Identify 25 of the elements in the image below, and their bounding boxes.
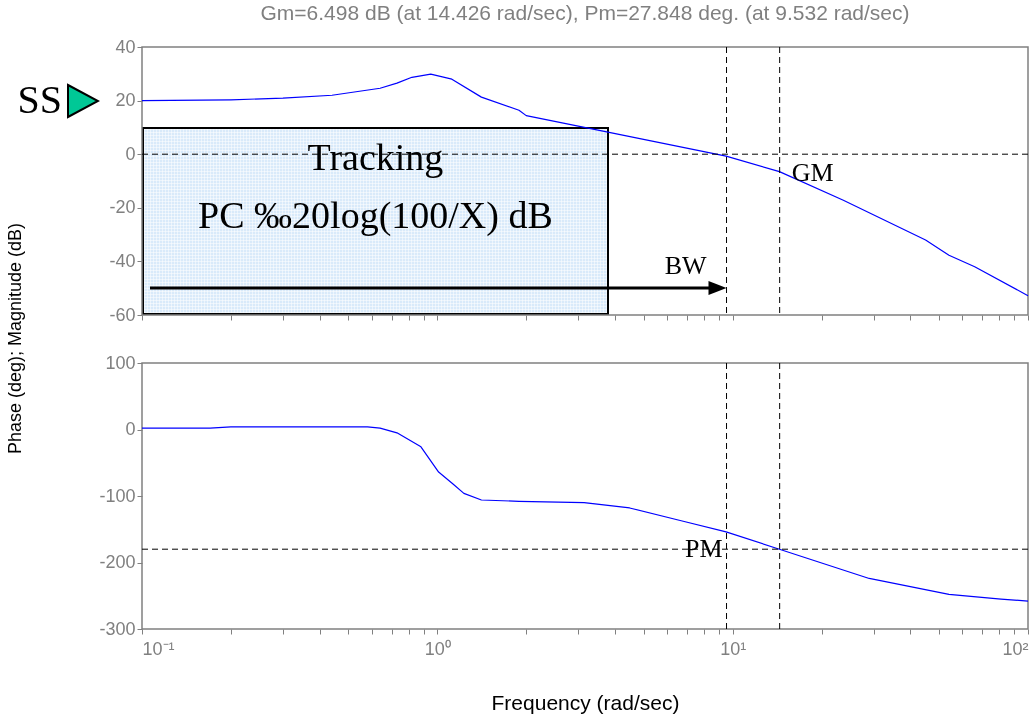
text-box: Tracking PC ‰20log(100/X) dB — [142, 127, 609, 315]
x-tick-label: 10⁰ — [424, 638, 451, 659]
y-tick-label: 40 — [115, 36, 136, 57]
y-tick-label: -100 — [99, 485, 136, 506]
ref-line-label: PM — [684, 534, 723, 564]
chart-title: Gm=6.498 dB (at 14.426 rad/sec), Pm=27.848 deg. (at 9.532 rad/sec) — [260, 1, 910, 24]
x-tick-label: 10¹ — [720, 638, 747, 659]
y-tick-label: 0 — [125, 419, 136, 439]
y-tick-label: 20 — [115, 90, 136, 111]
annotation: Tracking — [306, 135, 445, 180]
y-tick-label: 0 — [125, 143, 136, 164]
y-tick-label: -20 — [109, 197, 136, 218]
ref-line-label: GM — [791, 157, 834, 187]
y-axis-title: Phase (deg); Magnitude (dB) — [4, 222, 25, 455]
y-tick-label: -200 — [99, 552, 136, 572]
annotation: SS — [17, 76, 62, 122]
y-tick-label: -40 — [109, 250, 136, 271]
x-tick-label: 10⁻¹ — [142, 638, 175, 659]
y-tick-label: -300 — [99, 618, 136, 639]
x-tick-label: 10² — [1002, 638, 1029, 659]
ref-line-label: BW — [664, 250, 707, 280]
annotation: PC ‰20log(100/X) dB — [197, 193, 554, 238]
y-tick-label: 100 — [105, 352, 136, 373]
y-tick-label: -60 — [109, 304, 136, 325]
x-axis-title: Frequency (rad/sec) — [491, 690, 680, 714]
